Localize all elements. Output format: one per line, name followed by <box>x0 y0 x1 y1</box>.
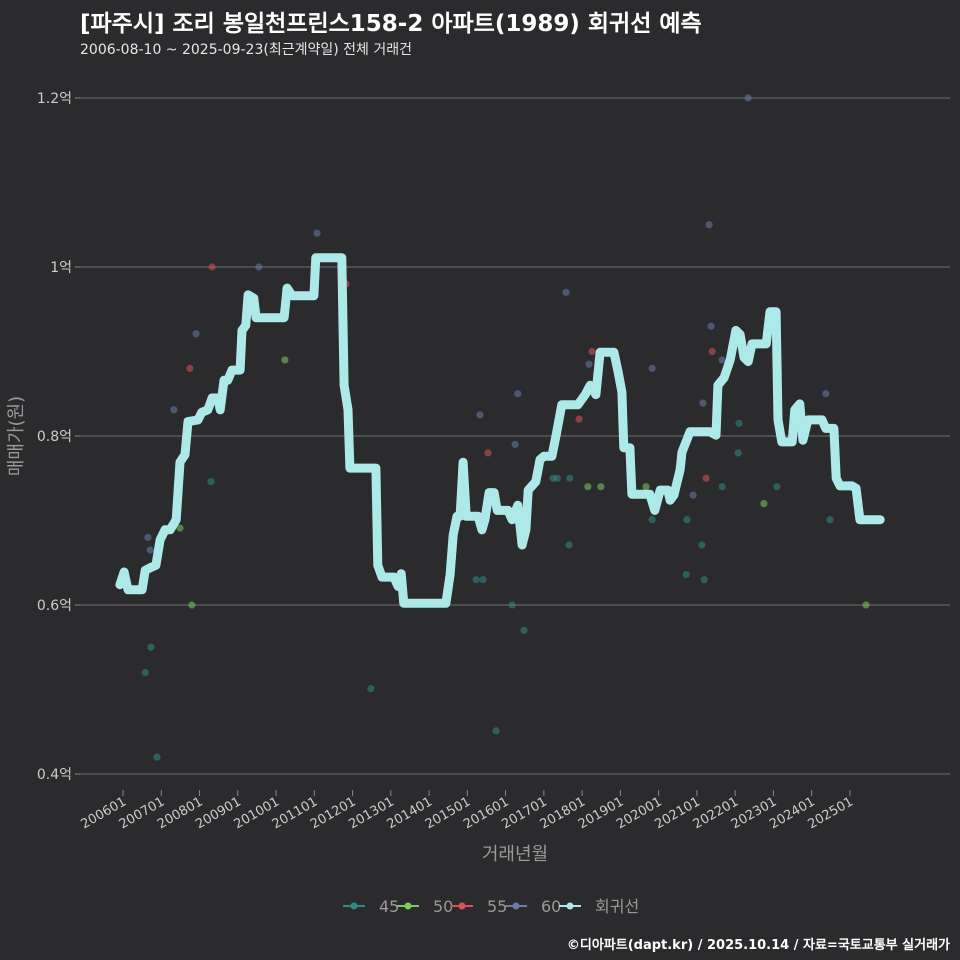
data-point-45 <box>682 570 690 579</box>
data-point-55 <box>186 364 194 372</box>
data-point-50 <box>642 483 650 491</box>
data-point-60 <box>718 356 726 364</box>
legend-label: 50 <box>433 897 453 916</box>
data-point-45 <box>472 576 480 584</box>
data-point-45 <box>683 516 691 524</box>
chart-title: [파주시] 조리 봉일천프린스158-2 아파트(1989) 회귀선 예측 <box>80 11 702 37</box>
legend-item-60: 60 <box>505 897 561 916</box>
data-point-55 <box>208 263 216 271</box>
legend-label: 60 <box>541 897 561 916</box>
data-point-55 <box>588 347 596 356</box>
data-point-60 <box>514 390 522 398</box>
data-point-60 <box>689 491 697 499</box>
y-tick-label: 1.2억 <box>37 91 72 107</box>
data-point-60 <box>648 364 656 372</box>
data-point-60 <box>562 288 570 296</box>
legend-item-회귀선: 회귀선 <box>559 897 639 916</box>
legend-label: 회귀선 <box>595 897 639 916</box>
legend-dot-icon <box>404 902 412 910</box>
footer-credit: ©디아파트(dapt.kr) / 2025.10.14 / 자료=국토교통부 실… <box>566 938 950 953</box>
data-point-45 <box>367 685 375 693</box>
legend-item-50: 50 <box>397 897 453 916</box>
data-point-60 <box>313 229 321 237</box>
data-point-45 <box>565 541 573 549</box>
data-point-45 <box>773 483 781 491</box>
y-axis-label: 매매가(원) <box>6 396 27 476</box>
data-point-45 <box>734 449 742 457</box>
data-point-45 <box>735 419 743 427</box>
data-point-45 <box>700 576 708 584</box>
data-point-45 <box>698 541 706 549</box>
data-point-45 <box>147 643 155 651</box>
data-point-45 <box>207 478 215 486</box>
data-point-45 <box>492 727 500 735</box>
legend-dot-icon <box>566 902 574 910</box>
regression-line <box>115 253 885 608</box>
data-point-45 <box>520 626 528 634</box>
data-point-50 <box>188 601 196 609</box>
legend-dot-icon <box>512 902 520 910</box>
data-point-45 <box>718 483 726 491</box>
data-point-55 <box>708 347 716 356</box>
y-tick-label: 0.8억 <box>37 429 72 445</box>
data-point-60 <box>192 330 200 338</box>
data-point-45 <box>648 516 656 524</box>
data-point-60 <box>511 440 519 449</box>
x-axis-label: 거래년월 <box>482 844 548 865</box>
data-point-60 <box>144 533 152 542</box>
data-point-60 <box>146 546 154 554</box>
data-point-50 <box>176 524 184 532</box>
y-tick-label: 1억 <box>50 260 72 276</box>
data-point-50 <box>760 500 768 508</box>
data-point-50 <box>862 601 870 609</box>
legend-item-45: 45 <box>343 897 399 916</box>
y-tick-label: 0.6억 <box>37 598 72 614</box>
data-point-60 <box>822 390 830 398</box>
data-point-60 <box>255 263 263 271</box>
data-point-45 <box>553 474 561 482</box>
data-point-60 <box>170 406 178 414</box>
data-point-55 <box>702 474 710 482</box>
data-point-55 <box>484 449 492 457</box>
data-point-45 <box>153 753 161 761</box>
data-point-45 <box>508 601 516 609</box>
data-point-60 <box>744 94 752 102</box>
chart-subtitle: 2006-08-10 ~ 2025-09-23(최근계약일) 전체 거래건 <box>80 42 412 58</box>
data-point-60 <box>699 399 707 407</box>
data-point-60 <box>707 322 715 330</box>
data-point-50 <box>597 483 605 491</box>
data-point-60 <box>705 221 713 229</box>
data-point-55 <box>575 415 583 423</box>
legend-label: 55 <box>487 897 507 916</box>
data-point-60 <box>585 360 593 368</box>
data-point-45 <box>566 474 574 482</box>
data-point-45 <box>479 576 487 584</box>
data-point-45 <box>826 516 834 524</box>
legend-dot-icon <box>458 902 466 910</box>
legend-label: 45 <box>379 897 399 916</box>
legend-dot-icon <box>350 902 358 910</box>
y-tick-label: 0.4억 <box>37 767 72 783</box>
legend-item-55: 55 <box>451 897 507 916</box>
data-point-45 <box>141 669 149 677</box>
data-point-50 <box>281 356 289 364</box>
data-point-60 <box>476 411 484 419</box>
data-point-50 <box>584 483 592 491</box>
